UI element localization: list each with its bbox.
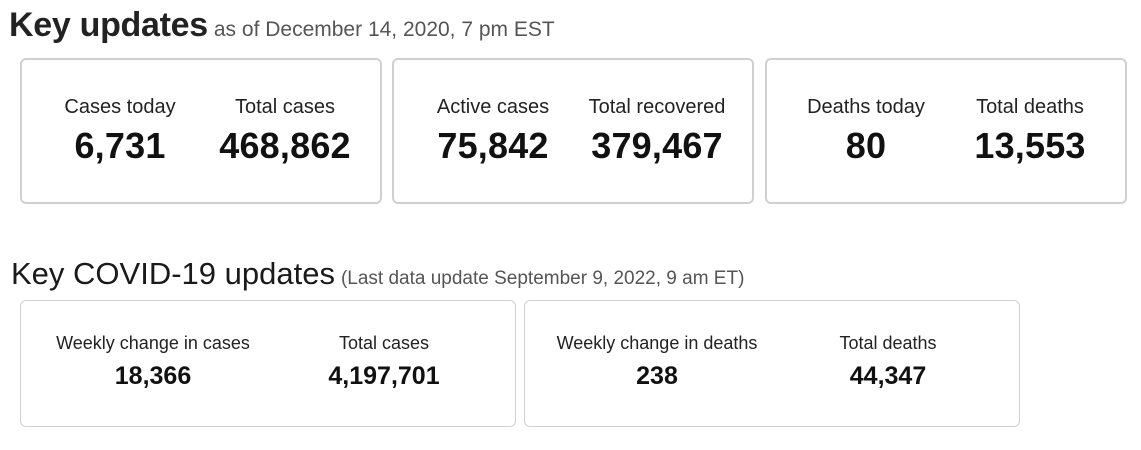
cases-today-stat: Cases today 6,731	[22, 96, 218, 167]
stat-value: 379,467	[591, 125, 723, 166]
covid-updates-subtitle: (Last data update September 9, 2022, 9 a…	[340, 268, 745, 289]
stat-value: 6,731	[74, 125, 166, 166]
key-updates-title: Key updates	[9, 6, 208, 44]
stat-label: Weekly change in deaths	[556, 333, 758, 353]
recovery-card: Active cases 75,842 Total recovered 379,…	[392, 58, 754, 204]
stat-label: Total cases	[234, 96, 336, 118]
covid-updates-heading: Key COVID-19 updates (Last data update Se…	[11, 256, 744, 292]
stat-label: Total cases	[338, 333, 430, 353]
stat-value: 4,197,701	[328, 362, 440, 390]
stat-label: Weekly change in cases	[56, 333, 250, 353]
key-updates-heading: Key updates as of December 14, 2020, 7 pm…	[9, 6, 555, 45]
stat-label: Total deaths	[839, 333, 937, 353]
active-cases-stat: Active cases 75,842	[410, 96, 576, 167]
weekly-cases-card: Weekly change in cases 18,366 Total case…	[20, 300, 516, 427]
cases-card: Cases today 6,731 Total cases 468,862	[20, 58, 382, 204]
stat-label: Active cases	[436, 96, 550, 118]
stat-label: Total deaths	[976, 96, 1084, 118]
weekly-deaths-card: Weekly change in deaths 238 Total deaths…	[524, 300, 1020, 427]
weekly-change-cases-stat: Weekly change in cases 18,366	[33, 333, 273, 391]
key-updates-subtitle: as of December 14, 2020, 7 pm EST	[213, 18, 555, 41]
stat-value: 468,862	[219, 125, 351, 166]
weekly-change-deaths-stat: Weekly change in deaths 238	[535, 333, 779, 391]
total-cases-stat: Total cases 468,862	[202, 96, 368, 167]
total-deaths-stat: Total deaths 44,347	[805, 333, 971, 391]
stat-value: 75,842	[437, 125, 549, 166]
deaths-today-stat: Deaths today 80	[783, 96, 949, 167]
total-cases-stat: Total cases 4,197,701	[301, 333, 467, 391]
stat-value: 44,347	[849, 362, 927, 390]
stat-value: 238	[636, 362, 678, 390]
covid-updates-title: Key COVID-19 updates	[11, 256, 335, 291]
stat-label: Deaths today	[807, 96, 925, 118]
total-recovered-stat: Total recovered 379,467	[572, 96, 742, 167]
stat-label: Total recovered	[588, 96, 726, 118]
total-deaths-stat: Total deaths 13,553	[947, 96, 1113, 167]
deaths-card: Deaths today 80 Total deaths 13,553	[765, 58, 1127, 204]
stat-value: 13,553	[974, 125, 1086, 166]
stat-value: 80	[845, 125, 887, 166]
stat-value: 18,366	[114, 362, 192, 390]
stat-label: Cases today	[64, 96, 176, 118]
